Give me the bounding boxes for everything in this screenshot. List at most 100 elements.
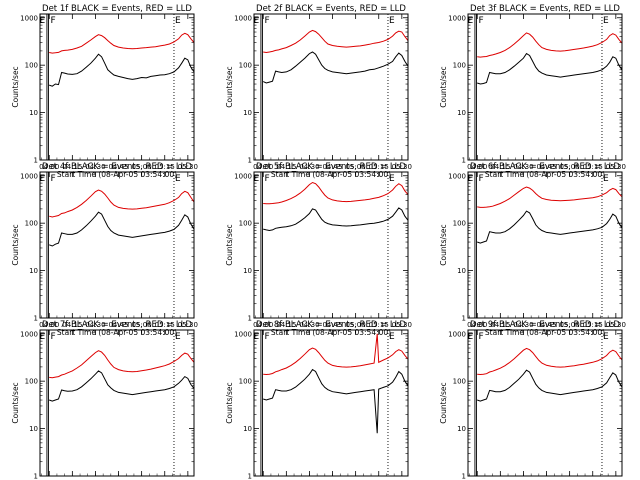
y-tick-label: 10 xyxy=(29,425,38,433)
x-axis-label: Start Time (08-Apr-05 03:54:00) xyxy=(485,170,605,179)
x-tick-label: 04:45 xyxy=(322,321,342,329)
x-tick-label: 04:45 xyxy=(536,163,556,171)
y-axis-label: Counts/sec xyxy=(439,66,448,107)
events-series-line xyxy=(263,207,409,232)
marker-label: E xyxy=(603,174,609,184)
panel-5: Det 5f BLACK = Events, RED = LLD 1 10 100 10… xyxy=(225,162,412,337)
panel-3: Det 3f BLACK = Events, RED = LLD 1 10 100 10… xyxy=(439,4,626,179)
x-tick-label: 05:15 xyxy=(155,321,175,329)
marker-label: F xyxy=(478,174,483,184)
marker-label: E xyxy=(389,174,395,184)
y-tick-label: 10 xyxy=(457,425,466,433)
marker-label: E xyxy=(175,16,181,26)
y-axis-label: Counts/sec xyxy=(225,224,234,265)
plot-frame xyxy=(467,13,623,161)
events-series-line xyxy=(477,52,623,85)
y-tick-label: 1000 xyxy=(20,172,38,180)
x-tick-label: 04:15 xyxy=(62,321,82,329)
x-tick-label: 05:00 xyxy=(560,163,580,171)
panel-title: Det 6f BLACK = Events, RED = LLD xyxy=(470,162,620,172)
marker-label: E xyxy=(467,174,473,184)
events-series-line xyxy=(49,211,195,247)
panel-title: Det 2f BLACK = Events, RED = LLD xyxy=(256,4,406,14)
panel-6: Det 6f BLACK = Events, RED = LLD 1 10 100 10… xyxy=(439,162,626,337)
x-tick-label: 05:00 xyxy=(132,321,152,329)
y-axis-label: Counts/sec xyxy=(11,66,20,107)
marker-label: E xyxy=(39,16,45,26)
lld-series-line xyxy=(263,333,409,376)
events-series-line xyxy=(477,369,623,402)
panel-title: Det 8f BLACK = Events, RED = LLD xyxy=(256,320,406,330)
x-tick-label: 05:30 xyxy=(606,321,626,329)
panel-7: Det 7f BLACK = Events, RED = LLD 1 10 100 10… xyxy=(11,320,198,480)
y-tick-label: 100 xyxy=(239,220,252,228)
marker-label: E xyxy=(389,332,395,342)
y-tick-label: 100 xyxy=(25,378,38,386)
y-axis-label: Counts/sec xyxy=(225,66,234,107)
y-tick-label: 1000 xyxy=(20,330,38,338)
lld-series-line xyxy=(49,189,195,218)
x-tick-label: 04:30 xyxy=(513,163,533,171)
x-tick-label: 05:30 xyxy=(178,163,198,171)
x-tick-label: 04:00 xyxy=(39,321,59,329)
y-tick-label: 1 xyxy=(462,473,466,480)
y-tick-label: 100 xyxy=(453,220,466,228)
events-series-line xyxy=(49,370,195,402)
marker-label: E xyxy=(175,332,181,342)
marker-label: E xyxy=(603,16,609,26)
lld-series-line xyxy=(477,186,623,208)
y-axis-label: Counts/sec xyxy=(11,224,20,265)
y-tick-label: 1 xyxy=(34,157,38,165)
x-tick-label: 04:30 xyxy=(299,321,319,329)
lld-series-line xyxy=(477,347,623,376)
y-tick-label: 1 xyxy=(462,157,466,165)
x-tick-label: 04:00 xyxy=(253,163,273,171)
plot-frame xyxy=(467,329,623,477)
panel-8: Det 8f BLACK = Events, RED = LLD 1 10 100 10… xyxy=(225,320,412,480)
marker-label: F xyxy=(50,332,55,342)
panel-title: Det 7f BLACK = Events, RED = LLD xyxy=(42,320,192,330)
marker-label: E xyxy=(39,174,45,184)
y-tick-label: 1000 xyxy=(234,330,252,338)
marker-label: E xyxy=(253,332,259,342)
x-tick-label: 04:15 xyxy=(490,321,510,329)
plot-frame xyxy=(253,13,409,161)
marker-label: F xyxy=(264,16,269,26)
x-tick-label: 05:30 xyxy=(606,163,626,171)
panel-title: Det 3f BLACK = Events, RED = LLD xyxy=(470,4,620,14)
x-tick-label: 05:30 xyxy=(392,163,412,171)
x-tick-label: 05:00 xyxy=(132,163,152,171)
x-tick-label: 05:15 xyxy=(583,321,603,329)
x-tick-label: 05:00 xyxy=(560,321,580,329)
panel-9: Det 9f BLACK = Events, RED = LLD 1 10 100 10… xyxy=(439,320,626,480)
y-axis-label: Counts/sec xyxy=(439,224,448,265)
marker-label: E xyxy=(253,16,259,26)
marker-label: F xyxy=(50,174,55,184)
y-tick-label: 10 xyxy=(29,267,38,275)
lld-series-line xyxy=(49,350,195,379)
x-axis-label: Start Time (08-Apr-05 03:54:00) xyxy=(271,170,391,179)
x-tick-label: 04:00 xyxy=(467,163,487,171)
panel-title: Det 9f BLACK = Events, RED = LLD xyxy=(470,320,620,330)
y-tick-label: 10 xyxy=(243,425,252,433)
plot-frame xyxy=(467,171,623,319)
marker-label: E xyxy=(253,174,259,184)
y-tick-label: 1 xyxy=(462,315,466,323)
marker-label: E xyxy=(389,16,395,26)
y-axis-label: Counts/sec xyxy=(225,382,234,423)
x-tick-label: 04:45 xyxy=(536,321,556,329)
x-axis-label: Start Time (08-Apr-05 03:54:00) xyxy=(57,170,177,179)
x-tick-label: 04:30 xyxy=(85,163,105,171)
x-tick-label: 05:15 xyxy=(155,163,175,171)
x-tick-label: 05:00 xyxy=(346,321,366,329)
plot-frame xyxy=(253,171,409,319)
plot-frame xyxy=(253,329,409,477)
x-tick-label: 04:00 xyxy=(39,163,59,171)
x-tick-label: 04:30 xyxy=(513,321,533,329)
y-tick-label: 1000 xyxy=(448,330,466,338)
marker-label: F xyxy=(264,332,269,342)
y-tick-label: 1 xyxy=(34,473,38,480)
x-tick-label: 04:45 xyxy=(322,163,342,171)
panel-title: Det 5f BLACK = Events, RED = LLD xyxy=(256,162,406,172)
